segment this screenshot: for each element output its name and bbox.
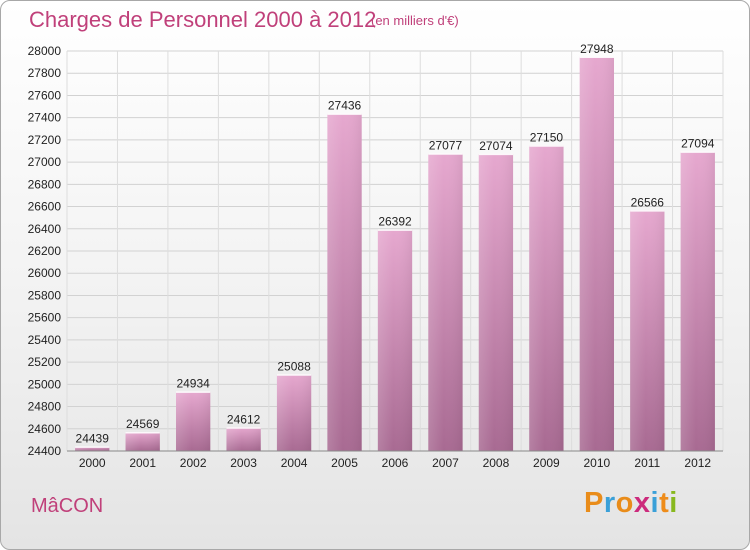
y-tick-label: 26200 xyxy=(28,244,62,258)
bar-value-label: 24612 xyxy=(227,412,261,426)
bar-shine xyxy=(428,153,463,452)
bar-value-label: 25088 xyxy=(277,360,311,374)
logo-letter: r xyxy=(603,487,616,519)
bars: 24439 24569 24934 24612 25088 27436 26392 27077… xyxy=(75,42,715,452)
y-tick-label: 24400 xyxy=(28,444,62,458)
bar-value-label: 27077 xyxy=(429,139,463,153)
bar-shine xyxy=(579,56,615,452)
bar-shine xyxy=(377,229,413,451)
bar-shine xyxy=(226,427,261,451)
bar-value-label: 24934 xyxy=(176,377,210,391)
x-tick-label: 2001 xyxy=(129,456,156,470)
logo-letter: i xyxy=(650,487,660,519)
proxiti-logo[interactable]: Proxiti xyxy=(584,487,678,520)
y-tick-label: 27000 xyxy=(28,155,62,169)
y-tick-label: 26600 xyxy=(28,200,62,214)
x-tick-label: 2010 xyxy=(583,456,610,470)
y-tick-label: 26000 xyxy=(28,266,62,280)
y-tick-label: 24800 xyxy=(28,400,62,414)
logo-letter: x xyxy=(633,487,651,519)
x-tick-label: 2012 xyxy=(684,456,711,470)
bar-value-label: 27150 xyxy=(530,130,564,144)
bar-shine xyxy=(125,432,160,451)
bar-shine xyxy=(478,153,514,451)
x-tick-label: 2009 xyxy=(533,456,560,470)
y-tick-label: 25400 xyxy=(28,333,62,347)
y-tick-label: 27600 xyxy=(28,88,62,102)
bar-value-label: 26392 xyxy=(378,215,412,229)
bar-value-label: 27074 xyxy=(479,139,513,153)
bar-shine xyxy=(75,446,110,451)
x-tick-label: 2008 xyxy=(483,456,510,470)
x-tick-label: 2011 xyxy=(634,456,660,470)
x-tick-label: 2004 xyxy=(281,456,308,470)
bar-shine xyxy=(276,374,312,451)
y-tick-label: 25000 xyxy=(28,377,62,391)
y-tick-label: 26800 xyxy=(28,177,62,191)
y-tick-label: 25200 xyxy=(28,355,62,369)
bar-value-label: 26566 xyxy=(631,195,665,209)
bar-value-label: 24439 xyxy=(76,432,110,446)
y-tick-label: 24600 xyxy=(28,422,62,436)
city-name: MâCON xyxy=(31,495,104,517)
bar-value-label: 27436 xyxy=(328,99,362,113)
y-tick-label: 26400 xyxy=(28,222,62,236)
bar-shine xyxy=(630,210,665,451)
y-tick-label: 27400 xyxy=(28,111,62,125)
bar-value-label: 27094 xyxy=(681,137,715,151)
bar-value-label: 24569 xyxy=(126,417,160,431)
logo-letter: P xyxy=(584,487,604,519)
y-tick-label: 25600 xyxy=(28,311,62,325)
bar-shine xyxy=(327,113,362,452)
x-tick-label: 2003 xyxy=(230,456,257,470)
bar-shine xyxy=(680,151,715,451)
axes: 24400 24600 24800 25000 25200 25400 25600 25800… xyxy=(28,44,723,470)
bar-shine xyxy=(529,145,564,451)
x-tick-label: 2000 xyxy=(79,456,106,470)
logo-letter: o xyxy=(615,487,634,519)
y-tick-label: 25800 xyxy=(28,288,62,302)
x-tick-label: 2005 xyxy=(331,456,358,470)
bar-value-label: 27948 xyxy=(580,42,614,56)
chart-title: Charges de Personnel 2000 à 2012 xyxy=(29,7,377,32)
bar-shine xyxy=(175,391,211,451)
logo-letter: t xyxy=(659,487,670,519)
x-tick-label: 2007 xyxy=(432,456,459,470)
y-tick-label: 27800 xyxy=(28,66,62,80)
logo-letter: i xyxy=(669,487,678,519)
x-tick-label: 2006 xyxy=(382,456,409,470)
x-tick-label: 2002 xyxy=(180,456,207,470)
y-tick-label: 27200 xyxy=(28,133,62,147)
y-tick-label: 28000 xyxy=(28,44,62,58)
chart-subtitle: (en milliers d'€) xyxy=(371,13,459,28)
